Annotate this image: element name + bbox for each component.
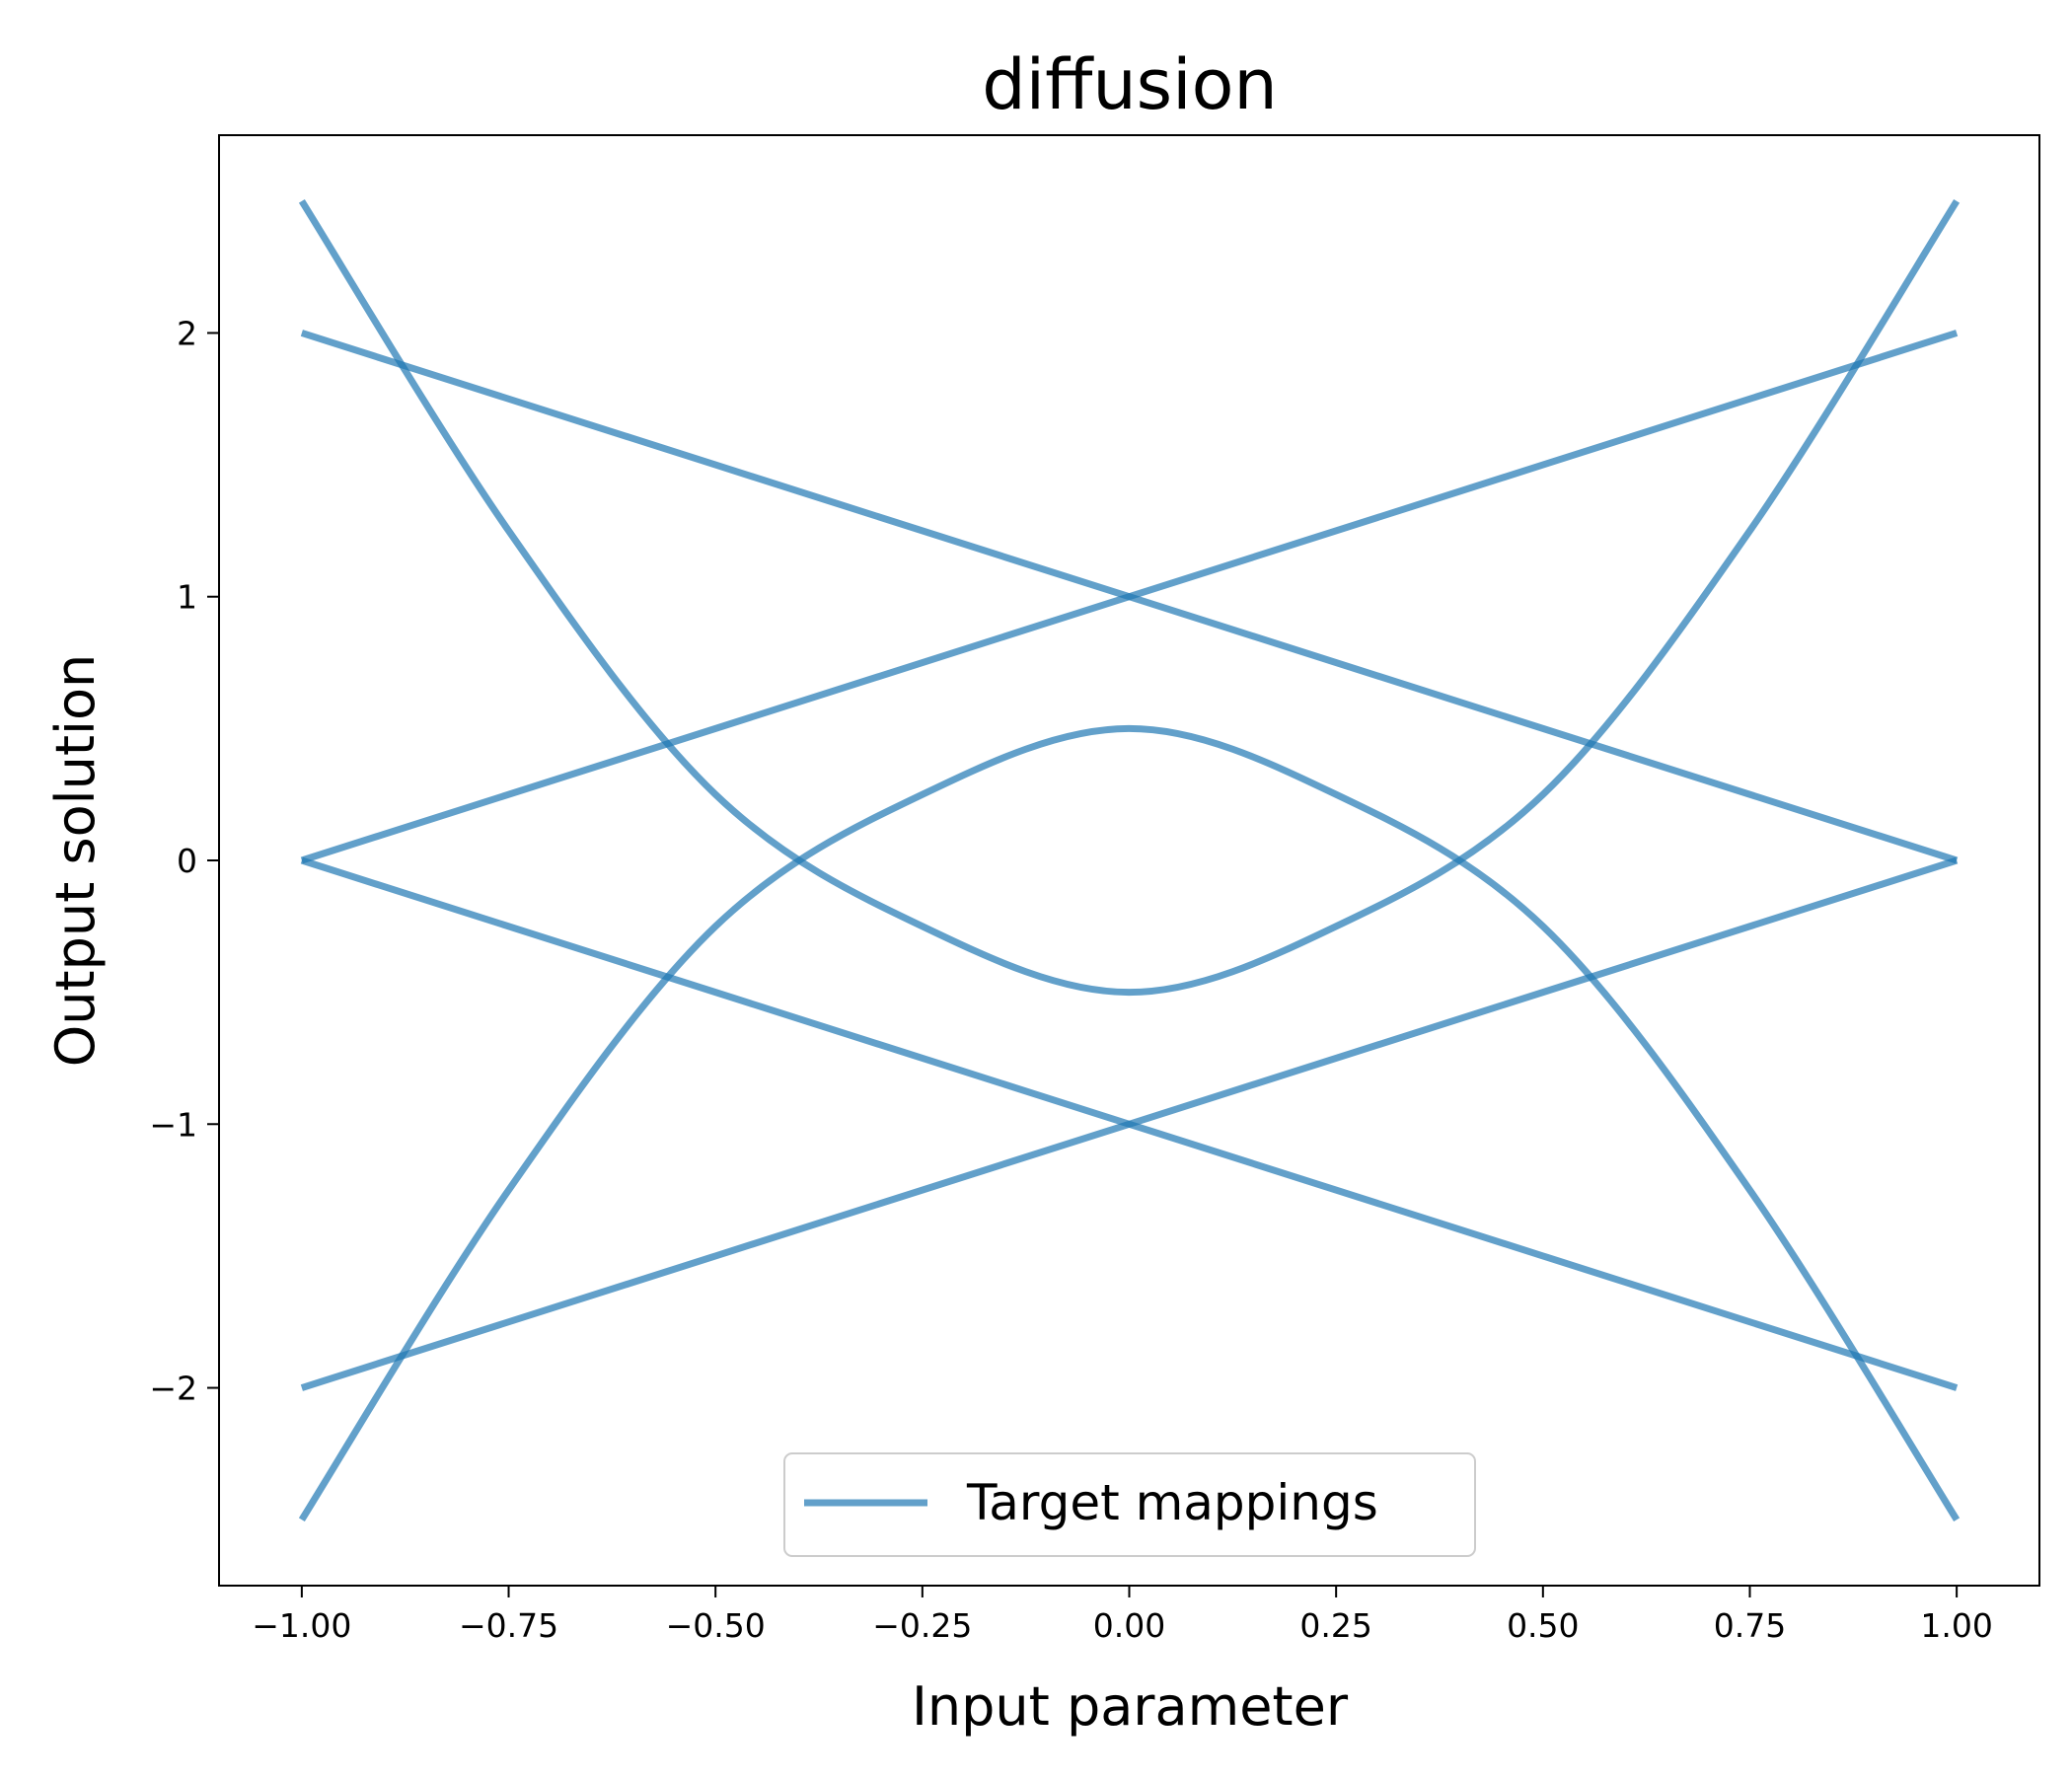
y-tick-label: −1 [149, 1105, 197, 1144]
x-axis-label: Input parameter [912, 1675, 1349, 1738]
series-line-5 [298, 198, 1961, 997]
x-tick-label: −0.75 [459, 1606, 558, 1645]
chart-title: diffusion [982, 44, 1278, 125]
y-tick-label: 1 [177, 578, 197, 617]
series-layer [298, 198, 1961, 1522]
x-tick-label: −0.25 [872, 1606, 972, 1645]
x-tick-label: −1.00 [252, 1606, 351, 1645]
x-tick-label: 0.50 [1507, 1606, 1579, 1645]
x-tick-label: −0.50 [666, 1606, 766, 1645]
y-axis-label: Output solution [44, 654, 107, 1068]
legend-label: Target mappings [966, 1474, 1378, 1531]
legend: Target mappings [783, 1452, 1476, 1557]
series-line-2 [300, 330, 1959, 864]
x-tick-label: 0.25 [1299, 1606, 1371, 1645]
x-ticks: −1.00 −0.75 −0.50 −0.25 0.00 0.25 0.50 0.75 1.00 [252, 1586, 1993, 1645]
legend-box [783, 1452, 1476, 1557]
x-tick-label: 1.00 [1920, 1606, 1992, 1645]
plot-frame [218, 134, 2040, 1587]
series-line-4 [300, 856, 1959, 1391]
y-tick-label: −2 [149, 1370, 197, 1408]
x-tick-label: 0.75 [1714, 1606, 1786, 1645]
series-line-6 [298, 724, 1961, 1522]
x-tick-label: 0.00 [1093, 1606, 1165, 1645]
y-ticks: −2 −1 0 1 2 [149, 314, 219, 1408]
y-tick-label: 0 [177, 842, 197, 880]
y-tick-label: 2 [177, 314, 197, 352]
